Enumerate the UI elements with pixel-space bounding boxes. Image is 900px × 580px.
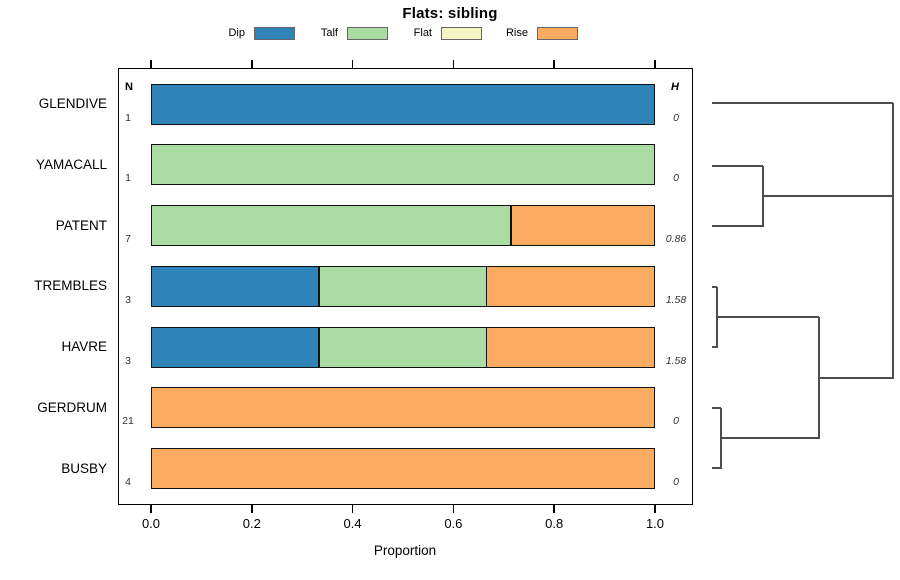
- dendrogram-hline: [712, 102, 893, 104]
- legend-swatch-rise: [537, 27, 578, 40]
- x-axis-tick-top: [150, 60, 152, 68]
- dendrogram-vline: [720, 408, 722, 470]
- bar-segment-rise: [486, 265, 655, 307]
- x-axis-title: Proportion: [373, 543, 437, 558]
- x-axis-tick-top: [251, 60, 253, 68]
- n-value: 3: [125, 293, 131, 306]
- h-value: 0: [673, 476, 679, 488]
- x-axis-tick-top: [351, 60, 354, 68]
- bar-outline: [151, 265, 655, 307]
- x-axis-tick-label: 0.0: [141, 516, 161, 531]
- bar-segment-talf: [318, 326, 487, 368]
- bar-segment-divider: [318, 265, 320, 307]
- x-axis-tick-bottom: [150, 505, 152, 513]
- category-label-trembles: TREMBLES: [34, 278, 107, 294]
- dendrogram-vline: [762, 166, 764, 228]
- dendrogram-vline: [716, 287, 718, 349]
- bar-outline: [151, 387, 655, 429]
- n-value: 7: [125, 233, 131, 245]
- dendrogram-hline: [721, 437, 819, 439]
- dendrogram-hline: [712, 346, 717, 348]
- x-axis-tick-bottom: [553, 505, 555, 513]
- category-label-patent: PATENT: [55, 217, 107, 233]
- bar-segment-dip: [151, 83, 655, 125]
- h-value: 0.86: [665, 233, 687, 245]
- dendrogram-hline: [712, 165, 763, 167]
- category-label-gerdrum: GERDRUM: [37, 399, 107, 415]
- category-label-busby: BUSBY: [61, 460, 107, 476]
- h-column-header: H: [671, 81, 679, 93]
- chart-title: Flats: sibling: [402, 5, 498, 22]
- bar-outline: [151, 144, 655, 186]
- n-column-header: N: [125, 81, 133, 93]
- n-value: 4: [125, 476, 131, 488]
- n-value: 3: [125, 354, 131, 367]
- bar-outline: [151, 83, 655, 125]
- x-axis-tick-bottom: [351, 505, 354, 513]
- bar-segment-rise: [486, 326, 655, 368]
- n-value: 1: [125, 172, 131, 185]
- bar-segment-rise: [151, 448, 655, 489]
- x-axis-tick-bottom: [251, 505, 253, 513]
- x-axis-tick-label: 0.4: [343, 516, 362, 531]
- bar-segment-talf: [151, 205, 511, 246]
- dendrogram-hline: [712, 407, 721, 409]
- dendrogram-hline: [717, 316, 819, 318]
- legend-swatch-talf: [347, 27, 388, 40]
- x-axis-tick-top: [553, 60, 555, 68]
- n-value: 1: [125, 111, 131, 124]
- n-value: 21: [122, 415, 134, 428]
- bar-segment-divider: [510, 205, 512, 246]
- bar-segment-dip: [151, 265, 319, 307]
- x-axis-tick-label: 0.2: [242, 516, 261, 531]
- x-axis-tick-label: 0.6: [444, 516, 463, 531]
- bar-segment-divider: [318, 326, 320, 368]
- bar-segment-rise: [151, 387, 655, 429]
- dendrogram-hline: [819, 377, 893, 379]
- legend-label-flat: Flat: [413, 27, 432, 39]
- x-axis-tick-bottom: [452, 505, 455, 513]
- bar-segment-divider: [485, 265, 488, 307]
- category-label-havre: HAVRE: [61, 339, 107, 354]
- category-label-glendive: GLENDIVE: [38, 96, 107, 111]
- x-axis-tick-label: 1.0: [645, 516, 665, 531]
- bar-segment-dip: [151, 326, 319, 368]
- h-value: 1.58: [665, 293, 687, 306]
- h-value: 0: [673, 172, 679, 185]
- bar-segment-rise: [510, 205, 655, 246]
- h-value: 1.58: [665, 354, 687, 367]
- bar-outline: [151, 205, 655, 246]
- legend-label-rise: Rise: [505, 27, 528, 39]
- h-value: 0: [673, 415, 679, 428]
- x-axis-tick-top: [654, 60, 656, 68]
- h-value: 0: [673, 111, 679, 124]
- dendrogram-hline: [763, 195, 893, 197]
- dendrogram-hline: [712, 225, 763, 227]
- bar-segment-divider: [485, 326, 488, 368]
- dendrogram-vline: [818, 317, 820, 440]
- x-axis-tick-bottom: [654, 505, 656, 513]
- legend-label-dip: Dip: [228, 27, 245, 39]
- dendrogram-hline: [712, 467, 721, 469]
- bar-outline: [151, 326, 655, 368]
- dendrogram-hline: [712, 286, 717, 288]
- legend-label-talf: Talf: [320, 27, 338, 39]
- x-axis-tick-top: [452, 60, 455, 68]
- bar-segment-talf: [151, 144, 655, 186]
- category-label-yamacall: YAMACALL: [35, 156, 107, 172]
- dendrogram-vline: [892, 103, 894, 380]
- bar-outline: [151, 448, 655, 489]
- legend-swatch-dip: [254, 27, 295, 40]
- bar-segment-talf: [318, 265, 487, 307]
- x-axis-tick-label: 0.8: [545, 516, 564, 531]
- legend-swatch-flat: [441, 27, 482, 40]
